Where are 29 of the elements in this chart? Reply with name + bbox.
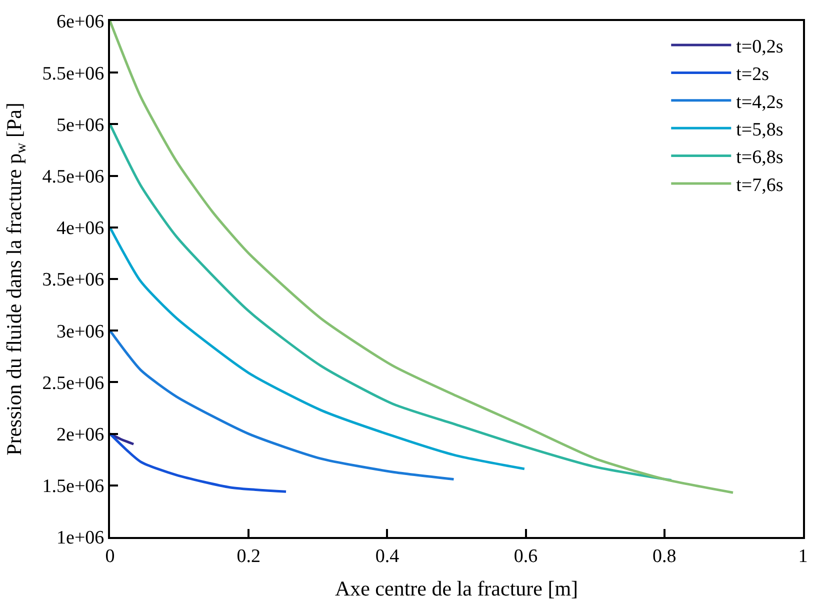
x-tick-label: 1: [798, 546, 808, 567]
y-tick-label: 2e+06: [56, 424, 104, 446]
line-series: [110, 432, 288, 493]
x-tick-label: 0.4: [375, 546, 400, 567]
y-tick-label: 3e+06: [56, 321, 104, 342]
y-tick-label: 3.5e+06: [42, 270, 104, 291]
y-tick-label: 6e+06: [56, 12, 104, 33]
y-tick-label: 4e+06: [56, 218, 104, 240]
x-tick-label: 0: [105, 546, 115, 567]
line-series: [110, 122, 673, 482]
x-tick-label: 0.6: [514, 546, 538, 567]
legend-label: t=7,6s: [736, 174, 784, 196]
y-tick-label: 2.5e+06: [42, 372, 104, 394]
x-axis-title: Axe centre de la fracture [m]: [334, 576, 578, 600]
line-series: [110, 21, 734, 494]
legend-label: t=2s: [736, 64, 770, 86]
line-series: [110, 329, 455, 480]
y-tick-label: 5e+06: [56, 114, 104, 136]
legend-label: t=4,2s: [736, 92, 784, 113]
y-tick-label: 5.5e+06: [42, 63, 104, 84]
y-tick-label: 1.5e+06: [42, 476, 104, 498]
legend-label: t=6,8s: [736, 147, 784, 168]
x-tick-label: 0.8: [652, 546, 676, 567]
legend-label: t=5,8s: [736, 120, 784, 141]
y-tick-label: 4.5e+06: [42, 166, 104, 188]
x-tick-label: 0.2: [236, 546, 260, 567]
y-tick-label: 1e+06: [56, 528, 104, 549]
legend-label: t=0,2s: [736, 36, 784, 58]
line-series: [110, 226, 526, 470]
